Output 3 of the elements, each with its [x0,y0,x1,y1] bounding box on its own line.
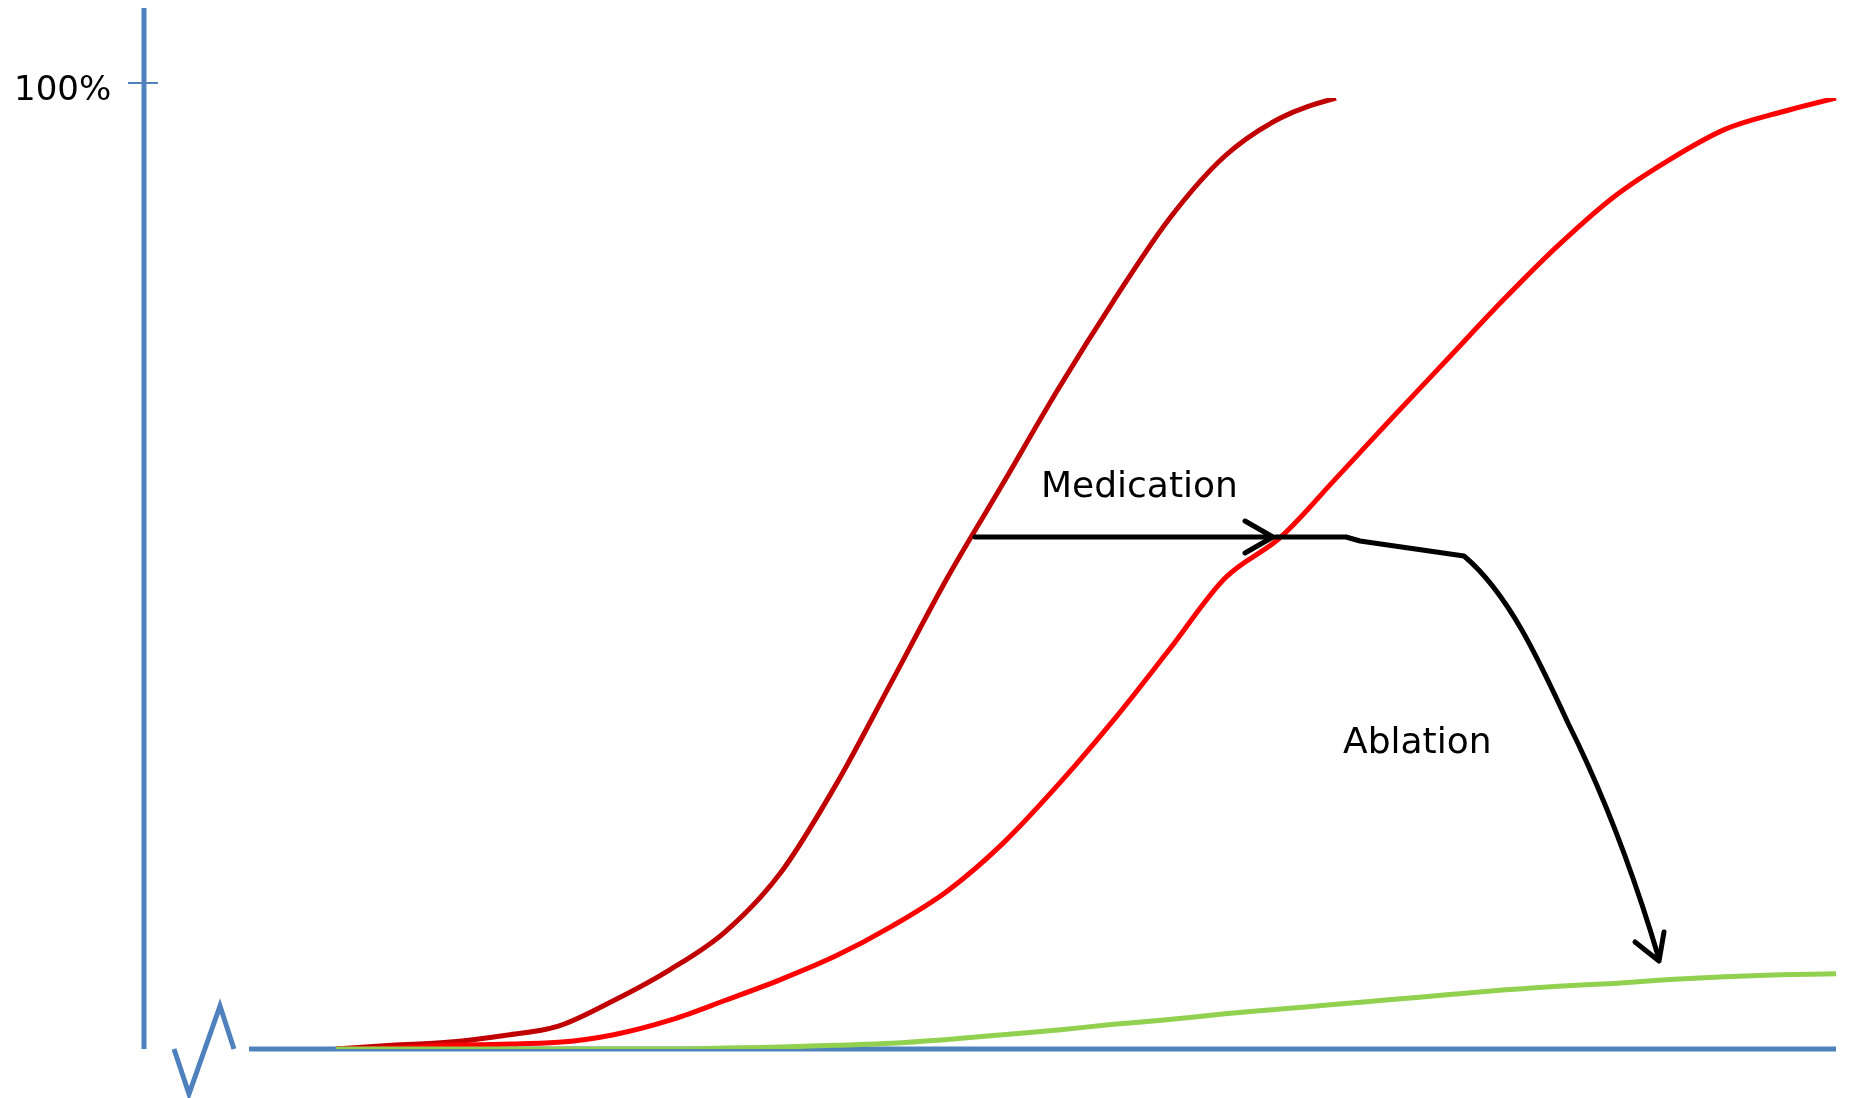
annotation: Ablation [1343,720,1492,761]
text: 100% [14,68,112,108]
annotation: Medication [1041,464,1238,505]
